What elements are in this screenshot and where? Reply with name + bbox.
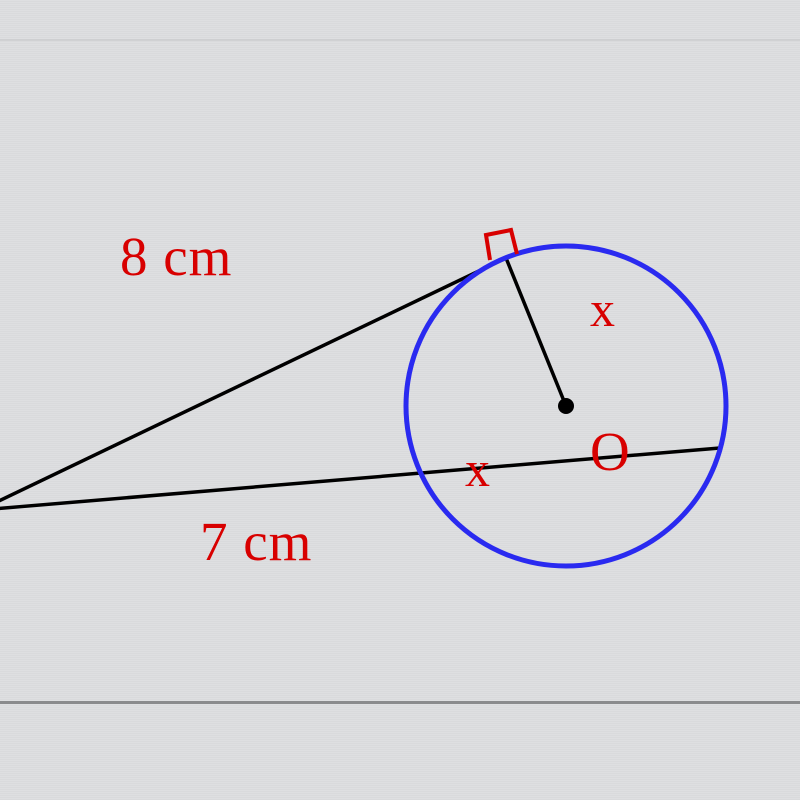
label-secant-external: 7 cm: [200, 510, 312, 573]
label-center-o: O: [590, 420, 631, 483]
label-radius-bottom: x: [465, 440, 491, 498]
label-radius-top: x: [590, 280, 616, 338]
geometry-diagram: [0, 0, 800, 800]
label-tangent-length: 8 cm: [120, 225, 232, 288]
center-dot: [558, 398, 574, 414]
radius-to-tangent: [506, 258, 566, 406]
